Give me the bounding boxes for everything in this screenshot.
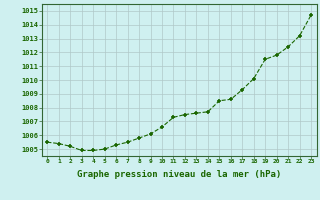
X-axis label: Graphe pression niveau de la mer (hPa): Graphe pression niveau de la mer (hPa) [77,170,281,179]
